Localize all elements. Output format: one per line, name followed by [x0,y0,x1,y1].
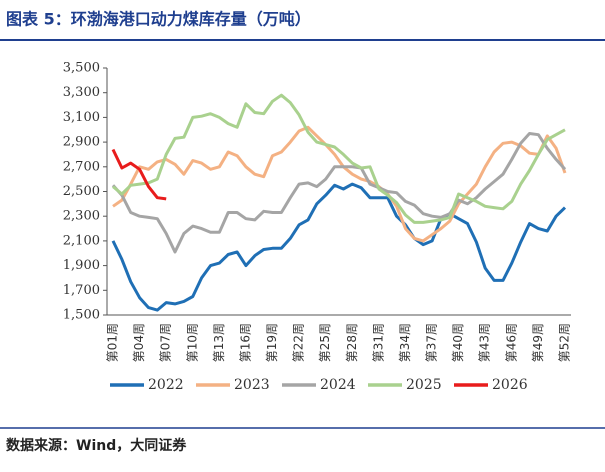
series-line [111,182,567,312]
legend-label: 2023 [234,377,270,393]
x-tick-label: 第43周 [478,323,492,362]
series-line [111,132,567,254]
x-tick-label: 第19周 [265,323,279,362]
y-tick-label: 2,300 [63,209,100,224]
x-tick-label: 第16周 [238,323,252,362]
x-tick-label: 第52周 [558,323,572,362]
y-tick-label: 3,100 [63,110,100,125]
legend-label: 2025 [406,377,442,393]
y-tick-label: 2,500 [63,184,100,199]
x-tick-label: 第46周 [504,323,518,362]
chart-title: 图表 5：环渤海港口动力煤库存量（万吨） [6,10,311,29]
x-tick-label: 第34周 [398,323,412,362]
series-line [112,125,567,243]
x-tick-label: 第28周 [345,323,359,362]
y-tick-label: 3,300 [63,85,100,100]
legend-label: 2022 [148,377,184,393]
y-tick-label: 2,700 [63,159,100,174]
y-tick-label: 3,500 [63,61,100,76]
x-tick-label: 第01周 [106,323,120,362]
x-tick-label: 第07周 [159,323,173,362]
y-tick-label: 2,100 [63,233,100,248]
x-tick-label: 第13周 [212,323,226,362]
x-tick-label: 第04周 [132,323,146,362]
y-tick-label: 1,700 [63,283,100,298]
x-tick-label: 第22周 [292,323,306,362]
series-line [111,148,167,201]
x-tick-label: 第25周 [318,323,332,362]
legend-label: 2026 [492,377,528,393]
x-tick-label: 第49周 [531,323,545,362]
legend-label: 2024 [320,377,356,393]
x-tick-label: 第10周 [185,323,199,362]
x-tick-label: 第40周 [451,323,465,362]
x-tick-label: 第31周 [371,323,385,362]
y-tick-label: 1,900 [63,258,100,273]
x-tick-label: 第37周 [425,323,439,362]
y-tick-label: 1,500 [63,308,100,323]
series-line [112,93,566,224]
y-tick-label: 2,900 [63,135,100,150]
source: 数据来源：Wind，大同证券 [6,437,187,454]
